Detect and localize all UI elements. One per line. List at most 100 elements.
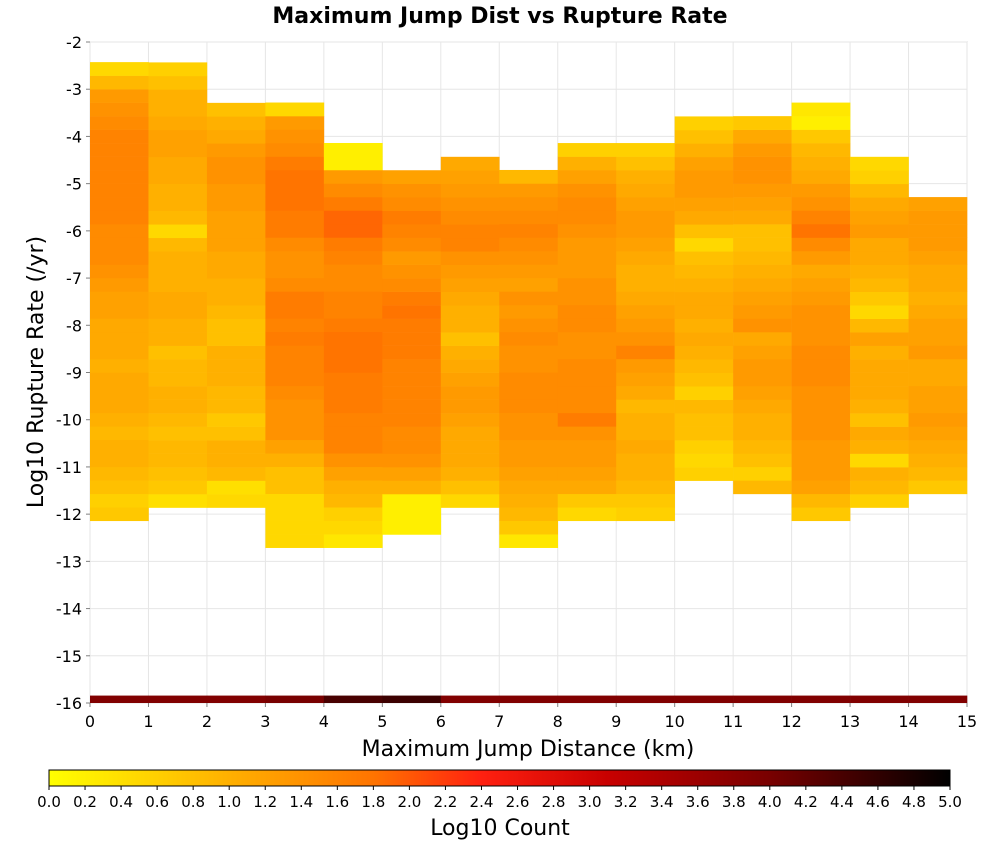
heatmap-cell [850,264,909,279]
heatmap-cell [323,466,383,481]
heatmap-cell [90,318,149,333]
y-tick-label: -13 [56,552,82,571]
heatmap-cell [616,372,675,387]
heatmap-cell [206,440,266,454]
heatmap-cell [265,129,325,144]
heatmap-cell [557,143,617,157]
heatmap-cell [674,237,734,252]
heatmap-cell [733,251,792,265]
heatmap-cell-bottom [206,695,266,703]
heatmap-cell [265,318,325,333]
heatmap-cell [908,345,968,360]
heatmap-cell [499,264,559,279]
heatmap-cell [206,359,266,373]
colorbar-tick-label: 0.8 [181,793,205,811]
heatmap-cell [674,305,734,320]
heatmap-cell [850,494,909,508]
y-tick-label: -4 [66,127,82,146]
heatmap-cell [323,183,383,198]
heatmap-cell [382,332,442,346]
heatmap-cell [440,372,500,387]
heatmap-cell [674,210,734,225]
x-tick-label: 11 [723,712,743,731]
heatmap-cell [616,412,675,427]
heatmap-cell [616,250,675,265]
heatmap-cell [148,278,208,293]
heatmap-cell [440,345,500,360]
heatmap-cell-bottom [90,695,149,703]
heatmap-cell [791,237,851,252]
heatmap-cell [323,156,383,171]
heatmap-cell [733,412,792,427]
heatmap-cell [557,237,617,252]
heatmap-cell [791,493,851,508]
heatmap-cell [323,304,383,319]
heatmap-cell [90,102,149,117]
heatmap-cell [323,291,383,306]
x-tick-label: 3 [260,712,270,731]
heatmap-cell [616,453,675,468]
heatmap-cell [674,467,734,481]
heatmap-cell [206,372,266,387]
heatmap-cell [733,278,792,292]
heatmap-cell [616,183,675,198]
heatmap-cell [90,156,149,171]
heatmap-cell [616,210,675,225]
heatmap-cell [850,224,909,239]
x-tick-label: 5 [377,712,387,731]
heatmap-cell [206,102,266,117]
heatmap-cell [850,197,909,212]
heatmap-cell [499,169,559,184]
heatmap-cell [791,399,851,414]
heatmap-cell [148,170,208,185]
colorbar-tick-label: 4.6 [866,793,890,811]
heatmap-cell [206,224,266,239]
heatmap-cell [382,224,442,238]
heatmap-cell [908,480,968,495]
heatmap-cell [850,399,909,414]
heatmap-cell-bottom [733,695,792,703]
heatmap-cell [382,264,442,279]
heatmap-cell [148,399,208,414]
heatmap-cell [206,156,266,171]
heatmap-cell [148,480,208,495]
y-axis-ticks: -2 -3 -4 -5 -6 -7 -8 -9 -10 -11 -12 -13 -14 -15 -16 [56,33,90,713]
heatmap-cell [206,210,266,225]
heatmap-cell [791,197,851,211]
heatmap-cell [791,183,851,198]
heatmap-cell [206,453,266,468]
heatmap-cell [499,210,559,225]
heatmap-cell [499,183,559,198]
colorbar-tick-label: 3.4 [650,793,674,811]
heatmap-cell [265,183,325,198]
heatmap-cell [733,466,792,481]
heatmap-cell [90,412,149,427]
heatmap-cell [90,183,149,198]
heatmap-cell [616,331,675,346]
heatmap-cell [323,372,383,387]
heatmap-cell [850,291,909,306]
heatmap-cell [908,304,968,319]
heatmap-cell [148,359,208,373]
heatmap-cell [382,291,442,306]
heatmap-cell [382,278,442,292]
heatmap-cell [323,507,383,521]
heatmap-cell [323,223,383,238]
heatmap-cell [733,399,792,414]
heatmap-cell [382,466,442,481]
heatmap-cell [440,359,500,373]
heatmap-cell [616,345,675,360]
colorbar-tick-label: 1.6 [325,793,349,811]
heatmap-cell [908,318,968,333]
heatmap-cell [499,331,559,346]
heatmap-cell [323,453,383,468]
heatmap-cell [557,291,617,306]
heatmap-cell [323,426,383,441]
heatmap-cell [440,305,500,319]
heatmap-cell [791,439,851,454]
heatmap-cell [733,372,792,387]
heatmap-cell-bottom [616,695,675,703]
colorbar-tick-label: 1.2 [253,793,277,811]
heatmap-cell-bottom [440,695,500,703]
heatmap-cell [148,345,208,360]
